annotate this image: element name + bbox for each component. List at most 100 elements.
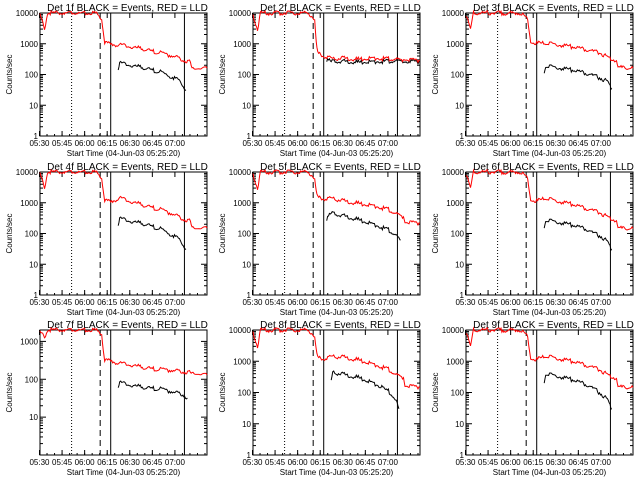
series-events [543, 64, 613, 91]
x-tick-label: 06:15 [97, 458, 118, 467]
y-tick-label: 100 [238, 389, 252, 398]
x-tick-label: 06:30 [120, 139, 141, 148]
y-tick-label: 1000 [20, 199, 38, 208]
plot-frame [252, 329, 421, 456]
x-axis-label: Start Time (04-Jun-03 05:25:20) [67, 468, 181, 477]
y-tick-label: 10 [242, 420, 251, 429]
x-axis-label: Start Time (04-Jun-03 05:25:20) [67, 149, 181, 158]
x-tick-label: 05:45 [478, 458, 499, 467]
x-tick-label: 06:15 [310, 298, 331, 307]
plot-frame [465, 12, 634, 137]
y-axis-label: Counts/sec [5, 213, 14, 253]
y-tick-label: 10000 [442, 9, 465, 18]
x-tick-label: 06:00 [288, 298, 309, 307]
x-tick-label: 06:00 [75, 458, 96, 467]
plot-frame [252, 12, 421, 137]
x-tick-label: 06:30 [333, 458, 354, 467]
x-tick-label: 07:00 [165, 298, 186, 307]
x-tick-label: 05:45 [52, 458, 73, 467]
x-axis-label: Start Time (04-Jun-03 05:25:20) [67, 308, 181, 317]
x-tick-label: 05:30 [242, 298, 263, 307]
x-tick-label: 05:30 [242, 458, 263, 467]
x-tick-label: 07:00 [378, 298, 399, 307]
x-tick-label: 06:30 [546, 298, 567, 307]
series-events [117, 60, 187, 91]
series-lld [252, 9, 420, 64]
panel-det-9: Det 9f BLACK = Events, RED = LLD 1 10 100 10… [431, 320, 634, 477]
y-tick-label: 10 [29, 101, 38, 110]
y-tick-label: 1000 [446, 199, 464, 208]
panel-det-3: Det 3f BLACK = Events, RED = LLD 1 10 100 10… [431, 3, 634, 158]
series-lld [39, 326, 208, 376]
y-tick-label: 100 [451, 389, 465, 398]
y-tick-label: 10000 [229, 326, 252, 335]
y-tick-label: 1 [460, 451, 465, 460]
series-events [326, 210, 401, 241]
x-tick-label: 06:45 [142, 139, 163, 148]
panel-title: Det 6f BLACK = Events, RED = LLD [473, 162, 634, 173]
y-tick-label: 100 [25, 375, 39, 384]
y-tick-label: 1 [34, 132, 39, 141]
y-tick-label: 1000 [233, 199, 251, 208]
y-tick-label: 1 [247, 451, 252, 460]
x-tick-label: 07:00 [165, 458, 186, 467]
y-tick-label: 10000 [442, 326, 465, 335]
x-tick-label: 06:00 [288, 458, 309, 467]
x-tick-label: 05:45 [265, 458, 286, 467]
x-tick-label: 06:30 [120, 298, 141, 307]
x-axis-label: Start Time (04-Jun-03 05:25:20) [493, 308, 607, 317]
plot-frame [39, 329, 208, 456]
x-axis-label: Start Time (04-Jun-03 05:25:20) [280, 149, 394, 158]
x-tick-label: 06:45 [568, 458, 589, 467]
x-tick-label: 07:00 [591, 139, 612, 148]
series-lld [465, 168, 634, 231]
x-tick-label: 06:45 [355, 298, 376, 307]
panel-det-7: Det 7f BLACK = Events, RED = LLD 10 100 100… [5, 320, 208, 477]
y-tick-label: 1000 [446, 40, 464, 49]
x-tick-label: 06:45 [568, 139, 589, 148]
panel-det-1: Det 1f BLACK = Events, RED = LLD 1 10 100 10… [5, 3, 208, 158]
panel-title: Det 8f BLACK = Events, RED = LLD [260, 320, 421, 331]
series-lld [252, 326, 421, 391]
x-tick-label: 06:30 [333, 139, 354, 148]
x-tick-label: 05:30 [455, 458, 476, 467]
x-tick-label: 06:30 [120, 458, 141, 467]
y-tick-label: 1000 [20, 40, 38, 49]
x-axis-label: Start Time (04-Jun-03 05:25:20) [493, 468, 607, 477]
plot-frame [39, 12, 208, 137]
series-events [326, 57, 420, 65]
y-tick-label: 10 [242, 101, 251, 110]
series-lld [465, 9, 634, 71]
x-tick-label: 06:00 [501, 458, 522, 467]
y-tick-label: 10 [242, 260, 251, 269]
y-tick-label: 10000 [16, 168, 39, 177]
y-axis-label: Counts/sec [5, 54, 14, 94]
x-axis-label: Start Time (04-Jun-03 05:25:20) [280, 308, 394, 317]
x-tick-label: 07:00 [591, 458, 612, 467]
x-tick-label: 06:45 [568, 298, 589, 307]
x-tick-label: 05:45 [478, 298, 499, 307]
y-axis-label: Counts/sec [218, 213, 227, 253]
plot-frame [465, 329, 634, 456]
y-tick-label: 100 [238, 71, 252, 80]
x-tick-label: 05:30 [455, 298, 476, 307]
x-tick-label: 05:30 [29, 298, 50, 307]
x-tick-label: 06:30 [333, 298, 354, 307]
y-axis-label: Counts/sec [5, 372, 14, 412]
y-tick-label: 10 [455, 260, 464, 269]
y-axis-label: Counts/sec [431, 54, 440, 94]
x-tick-label: 05:45 [52, 298, 73, 307]
panel-det-4: Det 4f BLACK = Events, RED = LLD 1 10 100 10… [5, 162, 208, 317]
plot-frame [39, 171, 208, 296]
y-tick-label: 10 [29, 413, 38, 422]
y-tick-label: 1000 [233, 357, 251, 366]
y-tick-label: 1 [34, 291, 39, 300]
series-events [543, 372, 613, 410]
panel-det-8: Det 8f BLACK = Events, RED = LLD 1 10 100 10… [218, 320, 421, 477]
y-axis-label: Counts/sec [431, 213, 440, 253]
y-tick-label: 1000 [446, 357, 464, 366]
x-tick-label: 07:00 [591, 298, 612, 307]
x-tick-label: 05:45 [52, 139, 73, 148]
y-tick-label: 10000 [229, 168, 252, 177]
y-tick-label: 1 [460, 132, 465, 141]
